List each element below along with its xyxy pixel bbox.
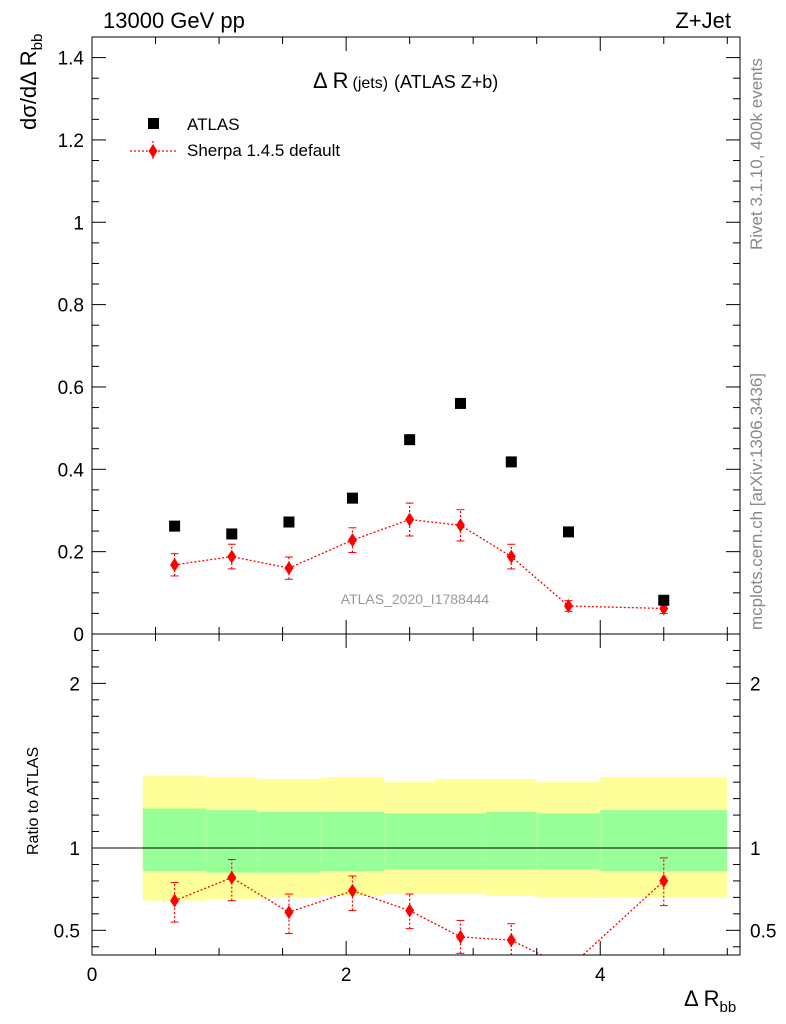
mc-point — [284, 561, 294, 576]
mc-point — [405, 512, 415, 527]
ratio-ytick-label: 1 — [69, 839, 80, 860]
main-ylabel-sub: bb — [29, 34, 46, 51]
atlas-point — [658, 594, 670, 606]
main-ytick-label: 1 — [73, 213, 84, 234]
mc-point — [506, 549, 516, 564]
band-inner — [536, 813, 601, 870]
band-inner — [142, 808, 207, 872]
atlas-point — [454, 397, 466, 409]
ratio-xlabel: Δ Rbb — [684, 986, 736, 1016]
ratio-ytick-label: 2 — [69, 674, 80, 695]
main-panel: Δ R (jets) (ATLAS Z+b) dσ/dΔ Rbb ATLAS_202… — [16, 34, 741, 646]
main-ylabel: dσ/dΔ Rbb — [16, 34, 46, 130]
atlas-point — [283, 516, 295, 528]
legend: ATLAS Sherpa 1.4.5 default — [130, 115, 340, 161]
ratio-xtick-label: 0 — [87, 965, 98, 986]
header-right: Z+Jet — [675, 8, 731, 33]
main-title-sub: (jets) — [352, 75, 388, 92]
main-ytick-label: 0 — [73, 625, 84, 646]
band-inner — [435, 813, 486, 870]
ratio-mc-point — [564, 961, 573, 975]
watermark: ATLAS_2020_I1788444 — [341, 591, 490, 607]
ratio-ylabel: Ratio to ATLAS — [25, 747, 42, 855]
mc-point — [563, 599, 573, 614]
band-inner — [257, 811, 321, 873]
ratio-mc-point — [405, 903, 415, 918]
main-title: Δ R (jets) (ATLAS Z+b) — [313, 68, 498, 93]
ratio-frame — [91, 633, 741, 956]
band-inner — [206, 810, 258, 873]
atlas-point — [226, 528, 238, 540]
ratio-ytick-label-right: 1 — [750, 839, 761, 860]
rivet-label: Rivet 3.1.10, 400k events — [747, 58, 766, 250]
main-ytick-label: 0.2 — [58, 543, 84, 564]
band-inner — [485, 811, 537, 870]
legend-atlas-marker — [148, 118, 159, 129]
mc-point — [347, 533, 357, 548]
main-ytick-label: 0.4 — [58, 460, 85, 481]
band-inner — [384, 813, 436, 870]
mc-point — [170, 557, 180, 572]
ratio-mc-point — [659, 873, 669, 888]
ratio-panel: 0.5 0.5 1 1 2 2 0 2 4 Ratio to ATLAS Δ Rbb — [25, 633, 776, 1016]
main-ytick-label: 1.4 — [58, 49, 85, 70]
header-left: 13000 GeV pp — [103, 8, 245, 33]
ratio-mc-point — [506, 933, 516, 948]
main-ytick-label: 0.6 — [58, 378, 84, 399]
ratio-mc-point — [284, 905, 294, 920]
svg-text:Δ R(jets)(ATLAS Z+b): Δ R (jets) (ATLAS Z+b) — [313, 68, 498, 93]
mcplots-label: mcplots.cern.ch [arXiv:1306.3436] — [747, 373, 766, 630]
mc-point — [227, 549, 237, 564]
ratio-ytick-label: 0.5 — [54, 921, 80, 942]
ratio-ytick-label-right: 2 — [750, 674, 761, 695]
main-ytick-label: 0.8 — [58, 296, 84, 317]
legend-mc-label: Sherpa 1.4.5 default — [187, 141, 340, 160]
ratio-mc-point — [227, 870, 237, 885]
main-ylabel-text: dσ/dΔ R — [16, 50, 41, 130]
ratio-xtick-label: 2 — [341, 965, 352, 986]
ratio-xlabel-text: Δ R — [684, 986, 719, 1011]
band-inner — [320, 811, 385, 872]
mc-line — [174, 518, 664, 610]
band-inner — [600, 810, 728, 872]
ratio-xlabel-sub: bb — [719, 999, 736, 1016]
mc-point — [455, 518, 465, 533]
atlas-point — [404, 434, 416, 446]
ratio-data — [170, 857, 669, 975]
main-title-tail: (ATLAS Z+b) — [394, 72, 498, 92]
atlas-point — [346, 492, 358, 504]
legend-mc-marker — [148, 144, 158, 158]
ratio-ytick-label-right: 0.5 — [750, 921, 776, 942]
atlas-point — [562, 526, 574, 538]
ratio-xtick-label: 4 — [595, 965, 606, 986]
ratio-mc-point — [455, 929, 465, 944]
main-data — [169, 397, 670, 616]
legend-atlas-label: ATLAS — [187, 115, 240, 134]
atlas-point — [169, 520, 181, 532]
ratio-mc-point — [347, 883, 357, 898]
ratio-mc-point — [170, 893, 180, 908]
ratio-axes: 0.5 0.5 1 1 2 2 0 2 4 — [54, 634, 776, 986]
atlas-point — [505, 456, 517, 468]
main-axes: 0 0.2 0.4 0.6 0.8 1 1.2 1.4 — [58, 36, 740, 646]
main-title-text: Δ R — [313, 68, 348, 93]
main-ytick-label: 1.2 — [58, 131, 84, 152]
